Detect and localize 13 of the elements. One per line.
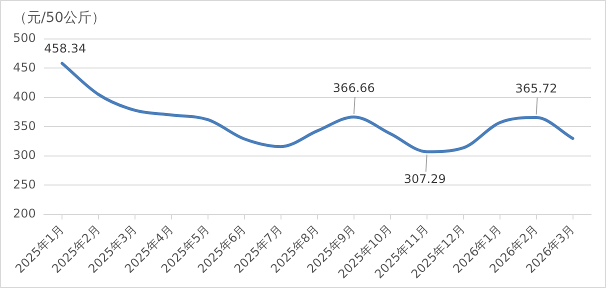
y-tick-label: 350 bbox=[13, 118, 36, 133]
y-tick-label: 300 bbox=[13, 148, 36, 162]
y-tick-label: 500 bbox=[13, 31, 36, 46]
y-tick-label: 400 bbox=[13, 90, 36, 104]
y-tick-label: 250 bbox=[13, 177, 36, 192]
data-label: 365.72 bbox=[515, 82, 558, 96]
y-axis-title: （元/50公斤） bbox=[13, 9, 106, 27]
y-tick-label: 450 bbox=[13, 60, 36, 74]
line-series bbox=[60, 62, 574, 154]
y-tick-label: 200 bbox=[13, 206, 36, 221]
data-label: 366.66 bbox=[332, 81, 375, 96]
data-label: 458.34 bbox=[44, 41, 86, 56]
data-label: 307.29 bbox=[404, 172, 446, 186]
